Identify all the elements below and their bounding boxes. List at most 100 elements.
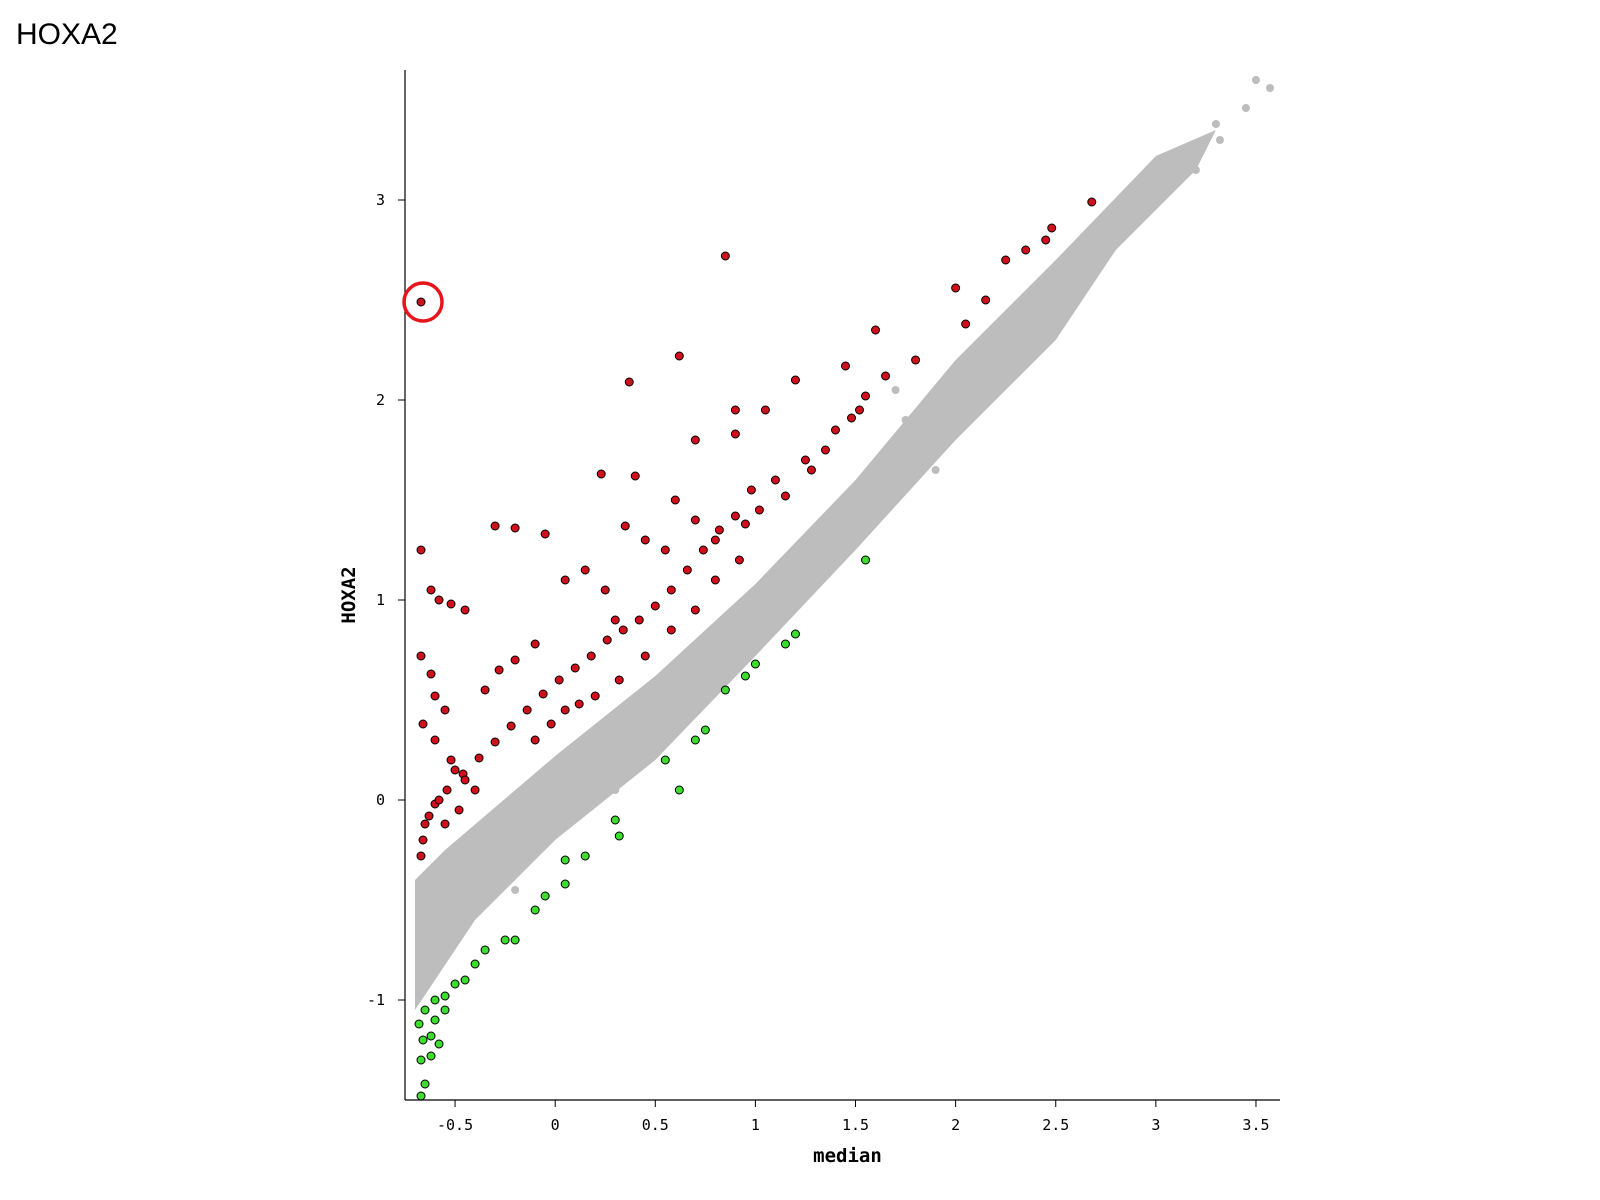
up-point (580, 565, 590, 575)
down-point (690, 735, 700, 745)
down-point (440, 991, 450, 1001)
background-point (1151, 186, 1160, 194)
up-point (426, 669, 436, 679)
y-tick-label: 1 (376, 591, 385, 609)
up-point (624, 377, 634, 387)
up-point (460, 605, 470, 615)
up-point (546, 719, 556, 729)
up-point (560, 705, 570, 715)
up-point (770, 475, 780, 485)
down-point (420, 1079, 430, 1089)
background-point (1211, 120, 1220, 128)
up-point (871, 325, 881, 335)
up-point (710, 575, 720, 585)
up-point (480, 685, 490, 695)
up-point (760, 405, 770, 415)
up-point (690, 605, 700, 615)
x-tick-label: 3.5 (1242, 1116, 1269, 1134)
background-point (611, 786, 620, 794)
up-point (494, 665, 504, 675)
x-tick-label: -0.5 (437, 1116, 473, 1134)
down-point (416, 1091, 426, 1101)
up-point (454, 805, 464, 815)
down-point (414, 1019, 424, 1029)
up-point (614, 675, 624, 685)
up-point (740, 519, 750, 529)
down-point (614, 831, 624, 841)
up-point (418, 835, 428, 845)
up-point (430, 735, 440, 745)
up-point (682, 565, 692, 575)
up-point (881, 371, 891, 381)
up-point (446, 599, 456, 609)
up-point (855, 405, 865, 415)
x-tick-label: 1.5 (842, 1116, 869, 1134)
up-point (474, 753, 484, 763)
up-point (730, 405, 740, 415)
up-point (590, 691, 600, 701)
background-point (851, 500, 860, 508)
up-point (1001, 255, 1011, 265)
down-point (790, 629, 800, 639)
down-point (610, 815, 620, 825)
up-point (506, 721, 516, 731)
up-point (522, 705, 532, 715)
down-point (426, 1051, 436, 1061)
up-point (554, 675, 564, 685)
up-point (1021, 245, 1031, 255)
down-point (740, 671, 750, 681)
down-point (580, 851, 590, 861)
up-point (530, 735, 540, 745)
up-point (530, 639, 540, 649)
up-point (820, 445, 830, 455)
down-point (470, 959, 480, 969)
up-point (618, 625, 628, 635)
down-point (660, 755, 670, 765)
background-point (901, 416, 910, 424)
up-point (416, 851, 426, 861)
up-point (610, 615, 620, 625)
up-point (847, 413, 857, 423)
down-point (440, 1005, 450, 1015)
up-point (416, 297, 426, 307)
up-point (602, 635, 612, 645)
up-point (510, 655, 520, 665)
down-point (530, 905, 540, 915)
up-point (634, 615, 644, 625)
up-point (780, 491, 790, 501)
up-point (841, 361, 851, 371)
up-point (640, 651, 650, 661)
up-point (600, 585, 610, 595)
down-point (780, 639, 790, 649)
down-point (460, 975, 470, 985)
up-point (490, 521, 500, 531)
up-point (440, 705, 450, 715)
down-point (750, 659, 760, 669)
up-point (698, 545, 708, 555)
up-point (730, 511, 740, 521)
up-point (1047, 223, 1057, 233)
background-point (931, 466, 940, 474)
up-point (574, 699, 584, 709)
x-tick-label: 1 (751, 1116, 760, 1134)
up-point (570, 663, 580, 673)
up-point (650, 601, 660, 611)
down-point (480, 945, 490, 955)
up-point (961, 319, 971, 329)
up-point (586, 651, 596, 661)
up-point (666, 585, 676, 595)
x-tick-label: 2.5 (1042, 1116, 1069, 1134)
up-point (450, 765, 460, 775)
up-point (426, 585, 436, 595)
up-point (730, 429, 740, 439)
background-point (1131, 202, 1140, 210)
up-point (806, 465, 816, 475)
up-point (690, 435, 700, 445)
down-point (540, 891, 550, 901)
up-point (460, 775, 470, 785)
up-point (830, 425, 840, 435)
axes: -0.5 0 0.5 1 1.5 2 2.5 3 3.5 -1 0 1 2 3 (367, 70, 1280, 1134)
down-point (560, 855, 570, 865)
down-point (418, 1035, 428, 1045)
